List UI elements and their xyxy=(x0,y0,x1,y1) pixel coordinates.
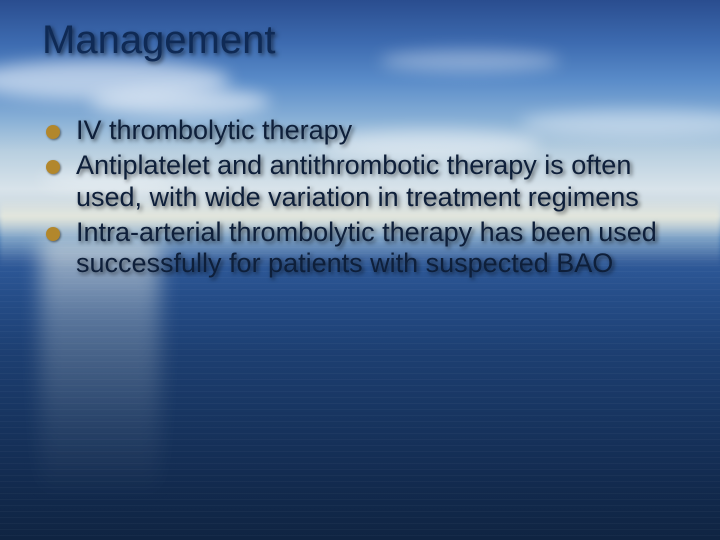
bullet-item: Antiplatelet and antithrombotic therapy … xyxy=(46,150,678,214)
bullet-item: Intra-arterial thrombolytic therapy has … xyxy=(46,217,678,281)
bullet-item: IV thrombolytic therapy xyxy=(46,115,678,147)
slide: Management IV thrombolytic therapy Antip… xyxy=(0,0,720,540)
bullet-list: IV thrombolytic therapy Antiplatelet and… xyxy=(42,115,678,280)
slide-title: Management xyxy=(42,18,678,63)
slide-content: Management IV thrombolytic therapy Antip… xyxy=(0,0,720,540)
